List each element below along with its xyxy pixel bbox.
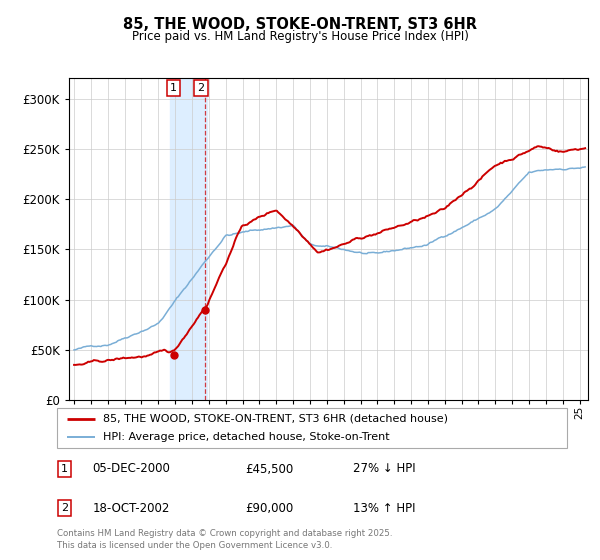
Text: Contains HM Land Registry data © Crown copyright and database right 2025.
This d: Contains HM Land Registry data © Crown c… bbox=[57, 529, 392, 550]
Text: HPI: Average price, detached house, Stoke-on-Trent: HPI: Average price, detached house, Stok… bbox=[103, 432, 389, 442]
Text: 13% ↑ HPI: 13% ↑ HPI bbox=[353, 502, 415, 515]
Text: 05-DEC-2000: 05-DEC-2000 bbox=[93, 463, 170, 475]
Bar bbox=[170, 78, 207, 400]
Text: 2: 2 bbox=[61, 503, 68, 513]
Text: £45,500: £45,500 bbox=[246, 463, 294, 475]
Text: 1: 1 bbox=[170, 83, 178, 93]
Text: 18-OCT-2002: 18-OCT-2002 bbox=[93, 502, 170, 515]
Text: 85, THE WOOD, STOKE-ON-TRENT, ST3 6HR: 85, THE WOOD, STOKE-ON-TRENT, ST3 6HR bbox=[123, 17, 477, 32]
Text: 2: 2 bbox=[197, 83, 205, 93]
Text: £90,000: £90,000 bbox=[246, 502, 294, 515]
Text: 27% ↓ HPI: 27% ↓ HPI bbox=[353, 463, 415, 475]
Text: 85, THE WOOD, STOKE-ON-TRENT, ST3 6HR (detached house): 85, THE WOOD, STOKE-ON-TRENT, ST3 6HR (d… bbox=[103, 414, 448, 423]
Text: 1: 1 bbox=[61, 464, 68, 474]
Text: Price paid vs. HM Land Registry's House Price Index (HPI): Price paid vs. HM Land Registry's House … bbox=[131, 30, 469, 43]
